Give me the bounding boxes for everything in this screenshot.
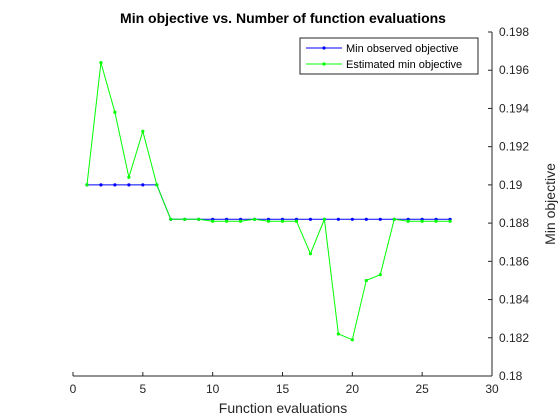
y-tick-label: 0.18 xyxy=(499,369,523,383)
x-tick-label: 5 xyxy=(139,382,146,396)
data-point xyxy=(336,332,340,336)
y-tick-label: 0.192 xyxy=(499,140,529,154)
data-point xyxy=(308,252,313,256)
y-tick-label: 0.194 xyxy=(499,101,529,115)
series-line-0 xyxy=(86,184,451,220)
data-point xyxy=(127,175,131,179)
legend-swatch-marker xyxy=(322,46,326,50)
x-tick-label: 0 xyxy=(70,382,77,396)
y-tick-label: 0.198 xyxy=(499,25,529,39)
data-point xyxy=(99,183,103,187)
x-tick-label: 30 xyxy=(485,382,499,396)
chart-title: Min objective vs. Number of function eva… xyxy=(120,10,446,26)
data-point xyxy=(85,183,89,187)
x-axis-label: Function evaluations xyxy=(219,400,347,416)
data-point xyxy=(280,219,285,223)
data-point xyxy=(448,219,452,223)
y-tick-label: 0.186 xyxy=(499,254,529,268)
legend-label: Min observed objective xyxy=(346,43,459,55)
data-point xyxy=(141,129,145,133)
data-point xyxy=(113,183,117,187)
data-point xyxy=(364,217,368,221)
data-point xyxy=(322,217,326,221)
data-point xyxy=(155,183,159,187)
series-line-1 xyxy=(86,62,451,341)
y-axis-label: Min objective xyxy=(542,163,558,245)
data-point xyxy=(350,217,354,221)
y-tick-label: 0.182 xyxy=(499,331,529,345)
data-point xyxy=(239,219,243,223)
data-point xyxy=(364,278,368,283)
data-point xyxy=(127,183,131,187)
data-point xyxy=(141,183,145,187)
y-tick-label: 0.188 xyxy=(499,216,529,230)
data-point xyxy=(113,110,117,114)
data-point xyxy=(266,219,271,223)
y-tick-label: 0.19 xyxy=(499,178,523,192)
data-point xyxy=(183,217,187,221)
data-point xyxy=(294,219,299,223)
data-point xyxy=(392,217,396,221)
x-tick-label: 15 xyxy=(276,382,290,396)
data-point xyxy=(99,60,103,65)
data-point xyxy=(211,219,215,223)
data-point xyxy=(350,338,354,342)
data-point xyxy=(336,217,340,221)
data-point xyxy=(378,217,382,221)
data-point xyxy=(406,219,410,223)
data-point xyxy=(420,219,424,223)
data-point xyxy=(378,273,382,277)
y-tick-label: 0.184 xyxy=(499,293,529,307)
data-point xyxy=(252,217,257,221)
data-point xyxy=(225,219,229,223)
legend-label: Estimated min objective xyxy=(346,59,462,71)
x-tick-label: 10 xyxy=(206,382,220,396)
y-tick-label: 0.196 xyxy=(499,63,529,77)
legend: Min observed objective Estimated min obje… xyxy=(299,37,479,75)
x-tick-label: 20 xyxy=(346,382,360,396)
legend-box xyxy=(299,37,479,75)
data-point xyxy=(169,217,173,221)
plot-area: 0 5 10 15 20 25 300.18 0.182 0.184 0.186 0.188 0.19… xyxy=(70,25,530,396)
x-tick-label: 25 xyxy=(415,382,429,396)
data-point xyxy=(197,217,201,221)
data-point xyxy=(308,217,313,221)
data-point xyxy=(434,219,438,223)
legend-swatch-marker xyxy=(322,62,326,66)
